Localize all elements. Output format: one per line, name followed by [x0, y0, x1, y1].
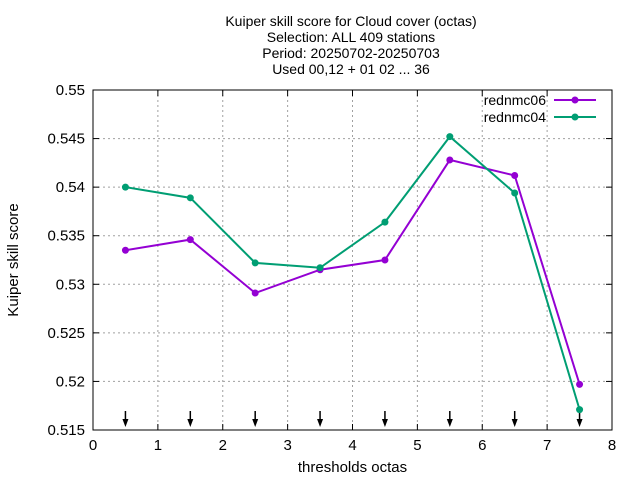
data-point-rednmc04	[381, 218, 389, 226]
data-point-rednmc06	[381, 256, 389, 264]
x-tick-labels: 0 1 2 3 4 5 6 7 8	[89, 437, 616, 454]
x-axis-label: thresholds octas	[298, 459, 407, 476]
data-point-rednmc04	[121, 183, 129, 191]
data-point-rednmc04	[446, 133, 454, 141]
title-line-2: Selection: ALL 409 stations	[267, 29, 435, 45]
y-tick-label: 0.515	[47, 422, 85, 439]
y-axis-label: Kuiper skill score	[5, 203, 22, 316]
data-point-rednmc04	[511, 189, 519, 197]
legend-label-rednmc04: rednmc04	[484, 109, 546, 125]
series-line-rednmc04	[125, 135, 581, 410]
data-point-rednmc06	[121, 246, 129, 254]
axis-ticks	[92, 89, 613, 431]
x-tick-label: 4	[348, 437, 356, 454]
data-point-rednmc06	[446, 156, 454, 164]
y-tick-label: 0.525	[47, 325, 85, 342]
data-point-rednmc06	[576, 380, 584, 388]
y-tick-label: 0.535	[47, 228, 85, 245]
x-tick-label: 0	[89, 437, 97, 454]
y-tick-label: 0.53	[56, 276, 85, 293]
series-rednmc04	[121, 133, 584, 414]
data-point-rednmc06	[186, 236, 194, 244]
threshold-arrow	[187, 411, 194, 427]
threshold-arrow	[317, 411, 324, 427]
x-tick-label: 8	[608, 437, 616, 454]
x-tick-label: 7	[543, 437, 551, 454]
y-tick-labels: 0.515 0.52 0.525 0.53 0.535 0.54 0.545 0.55	[47, 82, 85, 439]
data-point-rednmc04	[251, 259, 259, 267]
threshold-arrow	[252, 411, 259, 427]
x-tick-label: 2	[219, 437, 227, 454]
title-line-1: Kuiper skill score for Cloud cover (octa…	[225, 13, 476, 29]
data-point-rednmc06	[511, 171, 519, 179]
y-tick-label: 0.545	[47, 131, 85, 148]
y-tick-label: 0.52	[56, 373, 85, 390]
x-tick-label: 6	[478, 437, 486, 454]
series-line-rednmc06	[125, 158, 581, 385]
x-tick-label: 3	[283, 437, 291, 454]
legend-marker-rednmc06	[571, 96, 579, 104]
y-tick-label: 0.54	[56, 179, 85, 196]
data-point-rednmc04	[576, 406, 584, 414]
grid	[93, 90, 612, 430]
threshold-arrow	[576, 411, 583, 427]
threshold-arrow	[446, 411, 453, 427]
y-tick-label: 0.55	[56, 82, 85, 99]
series	[121, 133, 584, 414]
data-point-rednmc04	[186, 194, 194, 202]
legend-label-rednmc06: rednmc06	[484, 92, 546, 108]
title-line-3: Period: 20250702-20250703	[262, 45, 440, 61]
data-point-rednmc04	[316, 264, 324, 272]
x-tick-label: 1	[154, 437, 162, 454]
threshold-arrows	[122, 411, 583, 427]
title-line-4: Used 00,12 + 01 02 ... 36	[272, 61, 430, 77]
threshold-arrow	[381, 411, 388, 427]
threshold-arrow	[511, 411, 518, 427]
legend-marker-rednmc04	[571, 113, 579, 121]
data-point-rednmc06	[251, 289, 259, 297]
threshold-arrow	[122, 411, 129, 427]
x-tick-label: 5	[413, 437, 421, 454]
chart-title: Kuiper skill score for Cloud cover (octa…	[225, 13, 476, 77]
